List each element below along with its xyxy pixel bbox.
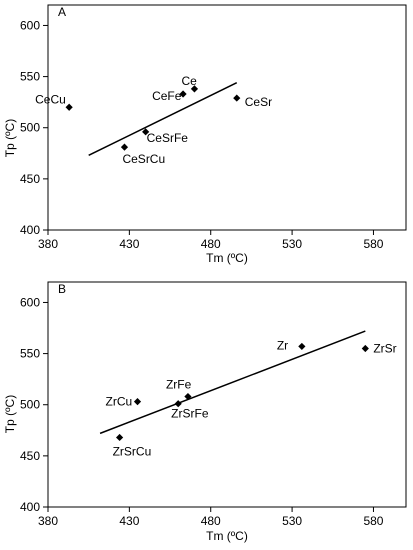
data-point-zrsr — [361, 344, 369, 353]
y-axis-title: Tp (ºC) — [3, 119, 17, 157]
data-point-cesr — [233, 94, 241, 102]
x-tick-label: 380 — [38, 514, 58, 528]
y-tick-label: 450 — [20, 172, 40, 186]
plot-frame — [47, 4, 407, 231]
x-tick-label: 480 — [201, 514, 221, 528]
x-axis-title: Tm (ºC) — [206, 529, 248, 543]
panel-letter: A — [58, 5, 66, 19]
x-tick-label: 430 — [119, 237, 139, 251]
x-tick-label: 380 — [38, 237, 58, 251]
point-label-cesrfe: CeSrFe — [147, 131, 189, 145]
data-point-cesrcu — [120, 143, 129, 151]
data-point-zrfe — [184, 392, 192, 401]
plot-frame — [47, 281, 407, 508]
data-point-zr — [298, 342, 306, 351]
point-label-ce: Ce — [181, 74, 197, 88]
y-tick-label: 550 — [20, 70, 40, 84]
point-label-zr: Zr — [277, 338, 288, 352]
point-label-cefe: CeFe — [152, 89, 182, 103]
data-point-cefe — [179, 90, 187, 98]
x-tick-label: 530 — [282, 237, 302, 251]
y-tick-label: 600 — [20, 18, 40, 32]
y-tick-label: 600 — [20, 295, 40, 309]
point-label-zrcu: ZrCu — [106, 395, 133, 409]
x-tick-label: 480 — [201, 237, 221, 251]
data-point-cesrfe — [142, 128, 150, 136]
data-point-zrsrfe — [174, 400, 182, 408]
point-label-cecu: CeCu — [35, 92, 66, 106]
y-tick-label: 550 — [20, 347, 40, 361]
y-tick-label: 400 — [20, 500, 40, 514]
y-axis-title: Tp (ºC) — [3, 395, 17, 433]
point-label-zrsrfe: ZrSrFe — [171, 407, 209, 421]
x-tick-label: 530 — [282, 514, 302, 528]
y-tick-label: 450 — [20, 449, 40, 463]
point-label-zrfe: ZrFe — [166, 378, 192, 392]
trend-line — [99, 330, 366, 435]
x-tick-label: 430 — [119, 514, 139, 528]
data-point-zrsrcu — [116, 433, 124, 442]
x-axis-title: Tm (ºC) — [206, 251, 248, 265]
x-tick-label: 580 — [363, 514, 383, 528]
panel-a-chart: A 380 430 480 530 580 400 450 500 550 600 Tm (ºC) Tp… — [3, 4, 407, 265]
panel-letter: B — [58, 282, 66, 296]
trend-line — [88, 82, 238, 157]
point-label-zrsrcu: ZrSrCu — [113, 444, 152, 458]
data-point-cecu — [65, 103, 73, 111]
point-label-cesr: CeSr — [245, 95, 272, 109]
y-tick-label: 400 — [20, 223, 40, 237]
panel-b-chart: B 380 430 480 530 580 400 450 500 550 600 Tm (ºC) Tp… — [3, 281, 407, 543]
x-tick-label: 580 — [363, 237, 383, 251]
point-label-cesrcu: CeSrCu — [122, 152, 165, 166]
data-point-zrcu — [133, 398, 142, 406]
data-point-ce — [190, 85, 199, 93]
y-tick-label: 500 — [20, 398, 40, 412]
y-tick-label: 500 — [20, 121, 40, 135]
point-label-zrsr: ZrSr — [373, 341, 396, 355]
